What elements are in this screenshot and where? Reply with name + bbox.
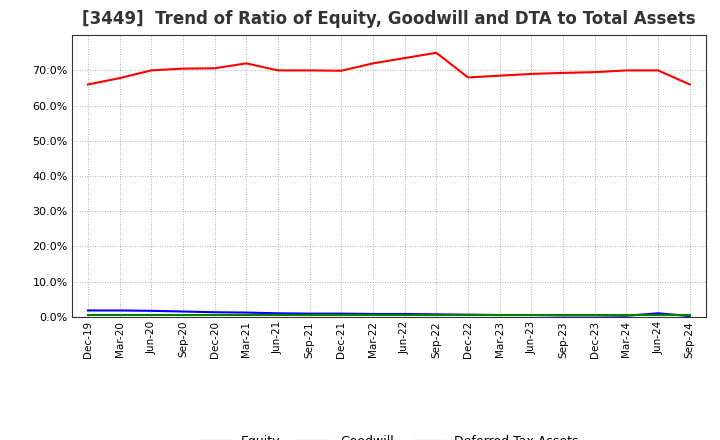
Equity — [179, 66, 187, 71]
Deferred Tax Assets — [622, 313, 631, 318]
Goodwill — [147, 308, 156, 313]
Deferred Tax Assets — [432, 313, 441, 318]
Goodwill — [115, 308, 124, 313]
Equity — [622, 68, 631, 73]
Deferred Tax Assets — [305, 313, 314, 318]
Equity — [210, 66, 219, 71]
Deferred Tax Assets — [274, 313, 282, 318]
Equity — [590, 70, 599, 75]
Deferred Tax Assets — [527, 313, 536, 318]
Equity — [369, 61, 377, 66]
Equity — [84, 82, 92, 87]
Equity — [685, 82, 694, 87]
Deferred Tax Assets — [369, 313, 377, 318]
Goodwill — [464, 312, 472, 317]
Deferred Tax Assets — [495, 313, 504, 318]
Goodwill — [179, 309, 187, 314]
Deferred Tax Assets — [590, 313, 599, 318]
Deferred Tax Assets — [400, 313, 409, 318]
Deferred Tax Assets — [147, 313, 156, 318]
Deferred Tax Assets — [337, 313, 346, 318]
Goodwill — [432, 312, 441, 317]
Equity — [274, 68, 282, 73]
Goodwill — [654, 311, 662, 316]
Deferred Tax Assets — [242, 313, 251, 318]
Goodwill — [495, 312, 504, 318]
Equity — [147, 68, 156, 73]
Goodwill — [242, 310, 251, 315]
Goodwill — [559, 313, 567, 318]
Goodwill — [274, 311, 282, 316]
Goodwill — [622, 313, 631, 319]
Equity — [495, 73, 504, 78]
Equity — [527, 71, 536, 77]
Equity — [242, 61, 251, 66]
Deferred Tax Assets — [559, 313, 567, 318]
Legend: Equity, Goodwill, Deferred Tax Assets: Equity, Goodwill, Deferred Tax Assets — [194, 430, 583, 440]
Title: [3449]  Trend of Ratio of Equity, Goodwill and DTA to Total Assets: [3449] Trend of Ratio of Equity, Goodwil… — [82, 10, 696, 28]
Goodwill — [527, 312, 536, 318]
Line: Equity: Equity — [88, 53, 690, 84]
Deferred Tax Assets — [115, 313, 124, 318]
Goodwill — [590, 313, 599, 318]
Equity — [559, 70, 567, 76]
Goodwill — [305, 311, 314, 316]
Deferred Tax Assets — [179, 313, 187, 318]
Deferred Tax Assets — [654, 313, 662, 318]
Goodwill — [210, 310, 219, 315]
Goodwill — [84, 308, 92, 313]
Equity — [115, 76, 124, 81]
Equity — [305, 68, 314, 73]
Equity — [464, 75, 472, 80]
Equity — [400, 55, 409, 61]
Goodwill — [337, 311, 346, 316]
Deferred Tax Assets — [464, 313, 472, 318]
Deferred Tax Assets — [210, 313, 219, 318]
Line: Goodwill: Goodwill — [88, 311, 690, 316]
Equity — [432, 50, 441, 55]
Goodwill — [685, 313, 694, 319]
Equity — [337, 68, 346, 73]
Deferred Tax Assets — [685, 313, 694, 318]
Deferred Tax Assets — [84, 313, 92, 318]
Goodwill — [400, 312, 409, 317]
Equity — [654, 68, 662, 73]
Goodwill — [369, 312, 377, 317]
